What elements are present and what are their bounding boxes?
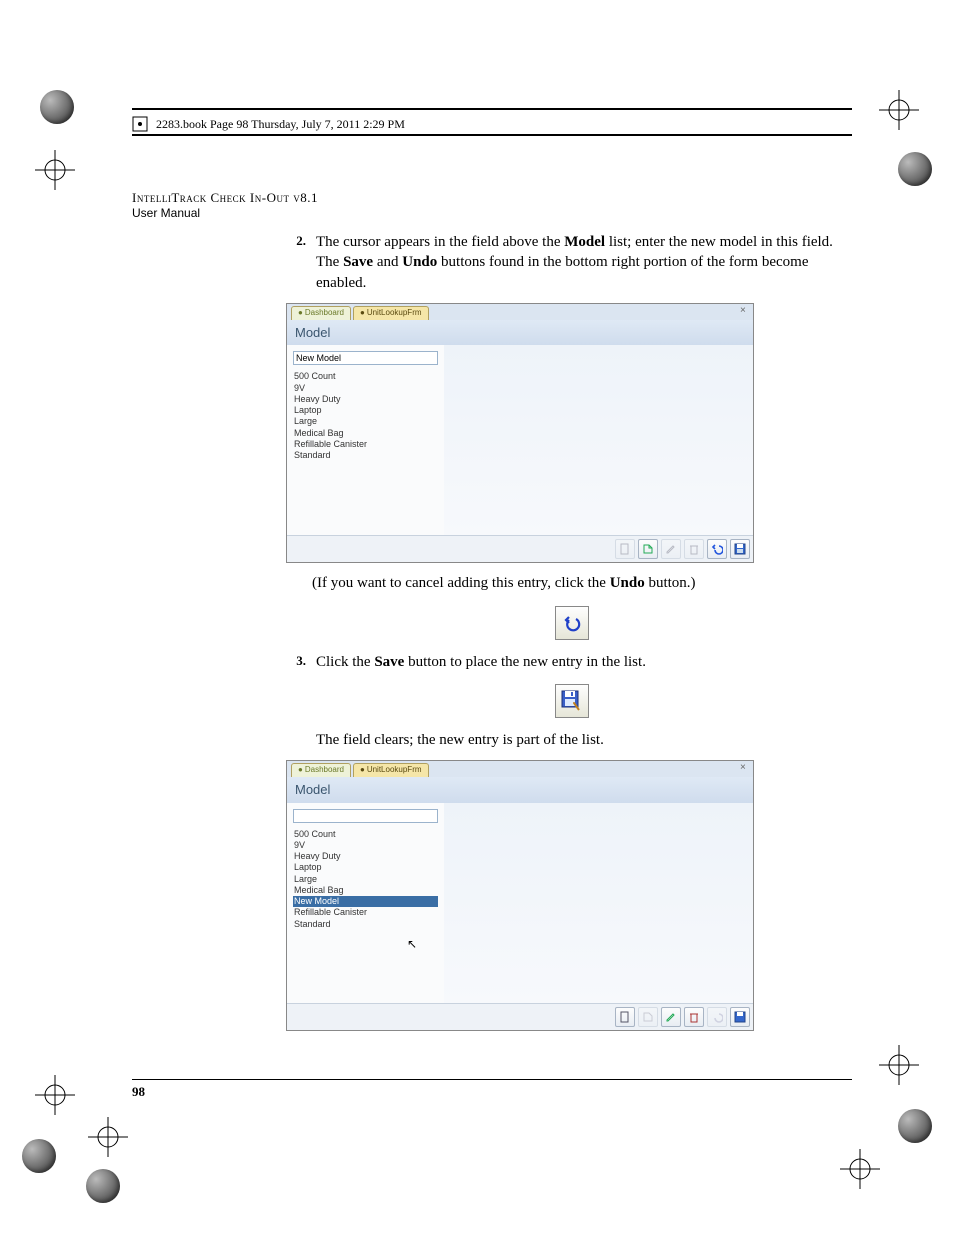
- manual-title: IntelliTrack Check In-Out v8.1 User Manu…: [132, 190, 852, 220]
- delete-button[interactable]: [684, 539, 704, 559]
- body-text: 2. The cursor appears in the field above…: [292, 232, 852, 1031]
- list-item[interactable]: Laptop: [293, 405, 438, 416]
- list-item[interactable]: 500 Count: [293, 371, 438, 382]
- model-list[interactable]: 500 Count9VHeavy DutyLaptopLargeMedical …: [293, 371, 438, 461]
- step-3: 3. Click the Save button to place the ne…: [292, 652, 852, 672]
- list-item[interactable]: Standard: [293, 919, 438, 930]
- footer-rule: [132, 1079, 852, 1080]
- registration-mark-icon: [879, 1045, 919, 1085]
- list-item[interactable]: Laptop: [293, 862, 438, 873]
- list-item[interactable]: 9V: [293, 840, 438, 851]
- toolbar: [287, 535, 753, 562]
- run-button[interactable]: [638, 539, 658, 559]
- ornament-sphere: [40, 90, 74, 124]
- list-item[interactable]: 9V: [293, 383, 438, 394]
- edit-button[interactable]: [661, 539, 681, 559]
- header-rule: [132, 108, 852, 110]
- new-button[interactable]: [615, 1007, 635, 1027]
- clears-text: The field clears; the new entry is part …: [316, 730, 852, 750]
- model-input[interactable]: [293, 809, 438, 823]
- step-text: Click the Save button to place the new e…: [316, 652, 646, 672]
- cancel-note: (If you want to cancel adding this entry…: [312, 573, 852, 593]
- undo-button[interactable]: [707, 1007, 727, 1027]
- ornament-sphere: [22, 1139, 56, 1173]
- header-text: 2283.book Page 98 Thursday, July 7, 2011…: [156, 117, 405, 132]
- registration-mark-icon: [840, 1149, 880, 1189]
- cursor-icon: ↖: [407, 936, 417, 952]
- form-heading: Model: [287, 777, 753, 803]
- registration-mark-icon: [35, 150, 75, 190]
- app-window-2: × ●Dashboard ●UnitLookupFrm Model 500 Co…: [286, 760, 754, 1031]
- product-title: IntelliTrack Check In-Out v8.1: [132, 190, 852, 206]
- tab-bar: ●Dashboard ●UnitLookupFrm: [287, 304, 753, 320]
- ornament-sphere: [86, 1169, 120, 1203]
- page-header: 2283.book Page 98 Thursday, July 7, 2011…: [132, 114, 852, 134]
- tab-unitlookup[interactable]: ●UnitLookupFrm: [353, 763, 429, 777]
- model-input[interactable]: [293, 351, 438, 365]
- close-icon[interactable]: ×: [740, 306, 750, 316]
- tab-dashboard[interactable]: ●Dashboard: [291, 306, 351, 320]
- ornament-sphere: [898, 152, 932, 186]
- step-2: 2. The cursor appears in the field above…: [292, 232, 852, 293]
- registration-mark-icon: [879, 90, 919, 130]
- undo-icon: [555, 606, 589, 640]
- undo-button[interactable]: [707, 539, 727, 559]
- form-heading: Model: [287, 320, 753, 346]
- list-item[interactable]: Heavy Duty: [293, 394, 438, 405]
- app-window-1: × ●Dashboard ●UnitLookupFrm Model 500 Co…: [286, 303, 754, 564]
- list-item[interactable]: Large: [293, 874, 438, 885]
- list-item[interactable]: Medical Bag: [293, 428, 438, 439]
- list-item[interactable]: Medical Bag: [293, 885, 438, 896]
- tab-unitlookup[interactable]: ●UnitLookupFrm: [353, 306, 429, 320]
- tab-bar: ●Dashboard ●UnitLookupFrm: [287, 761, 753, 777]
- framemaker-icon: [132, 116, 148, 132]
- ornament-sphere: [898, 1109, 932, 1143]
- save-button[interactable]: [730, 1007, 750, 1027]
- step-number: 3.: [292, 652, 306, 672]
- header-rule: [132, 134, 852, 136]
- registration-mark-icon: [35, 1075, 75, 1115]
- list-item[interactable]: Refillable Canister: [293, 439, 438, 450]
- tab-dashboard[interactable]: ●Dashboard: [291, 763, 351, 777]
- save-icon: [555, 684, 589, 718]
- manual-subtitle: User Manual: [132, 206, 852, 220]
- list-item[interactable]: Standard: [293, 450, 438, 461]
- new-button[interactable]: [615, 539, 635, 559]
- model-list[interactable]: 500 Count9VHeavy DutyLaptopLargeMedical …: [293, 829, 438, 930]
- close-icon[interactable]: ×: [740, 763, 750, 773]
- list-item[interactable]: 500 Count: [293, 829, 438, 840]
- list-item[interactable]: Heavy Duty: [293, 851, 438, 862]
- page-number: 98: [132, 1084, 145, 1100]
- toolbar: [287, 1003, 753, 1030]
- delete-button[interactable]: [684, 1007, 704, 1027]
- edit-button[interactable]: [661, 1007, 681, 1027]
- run-button[interactable]: [638, 1007, 658, 1027]
- list-item[interactable]: Large: [293, 416, 438, 427]
- list-item[interactable]: Refillable Canister: [293, 907, 438, 918]
- step-number: 2.: [292, 232, 306, 293]
- save-button[interactable]: [730, 539, 750, 559]
- page-content: 2283.book Page 98 Thursday, July 7, 2011…: [132, 108, 852, 1041]
- registration-mark-icon: [88, 1117, 128, 1157]
- step-text: The cursor appears in the field above th…: [316, 232, 852, 293]
- list-item[interactable]: New Model: [293, 896, 438, 907]
